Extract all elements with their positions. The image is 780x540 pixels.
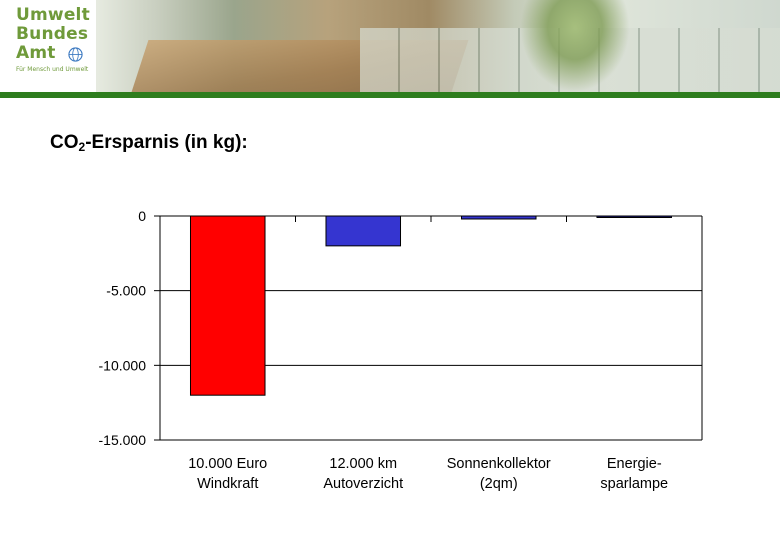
logo-panel: Umwelt Bundes Amt Für Mensch und Umwelt xyxy=(0,0,96,92)
y-tick-label: -15.000 xyxy=(99,432,147,448)
x-category-label: sparlampe xyxy=(600,476,668,492)
axes xyxy=(154,215,703,441)
header-banner: Umwelt Bundes Amt Für Mensch und Umwelt xyxy=(0,0,780,92)
y-tick-label: -5.000 xyxy=(106,283,146,299)
x-category-label: (2qm) xyxy=(480,476,518,492)
logo-line-3: Amt xyxy=(16,43,56,63)
x-category-label: Sonnenkollektor xyxy=(447,456,551,472)
slide-title: CO2-Ersparnis (in kg): xyxy=(50,132,248,154)
header-photo-tree xyxy=(520,0,630,92)
y-tick-label: 0 xyxy=(138,208,146,224)
header-divider xyxy=(0,92,780,98)
x-category-label: 12.000 km xyxy=(329,456,397,472)
bars xyxy=(189,215,673,396)
x-category-label: Windkraft xyxy=(197,476,258,492)
logo-tagline: Für Mensch und Umwelt xyxy=(16,66,89,73)
y-tick-label: -10.000 xyxy=(99,357,147,373)
bar xyxy=(325,215,402,247)
labels: 0 -5.000 -10.000 -15.000 10.000 Euro Windkraf… xyxy=(99,208,669,492)
x-category-label: Energie- xyxy=(607,456,662,472)
logo-line-1: Umwelt xyxy=(16,5,90,25)
bar xyxy=(189,215,266,396)
x-category-label: 10.000 Euro xyxy=(188,456,267,472)
title-prefix: CO xyxy=(50,132,79,153)
title-suffix: -Ersparnis (in kg): xyxy=(85,132,248,153)
title-subscript: 2 xyxy=(78,140,86,154)
logo-line-2: Bundes xyxy=(16,24,89,44)
logo: Umwelt Bundes Amt xyxy=(16,6,90,63)
un-globe-icon xyxy=(68,47,83,62)
x-category-label: Autoverzicht xyxy=(323,476,403,492)
